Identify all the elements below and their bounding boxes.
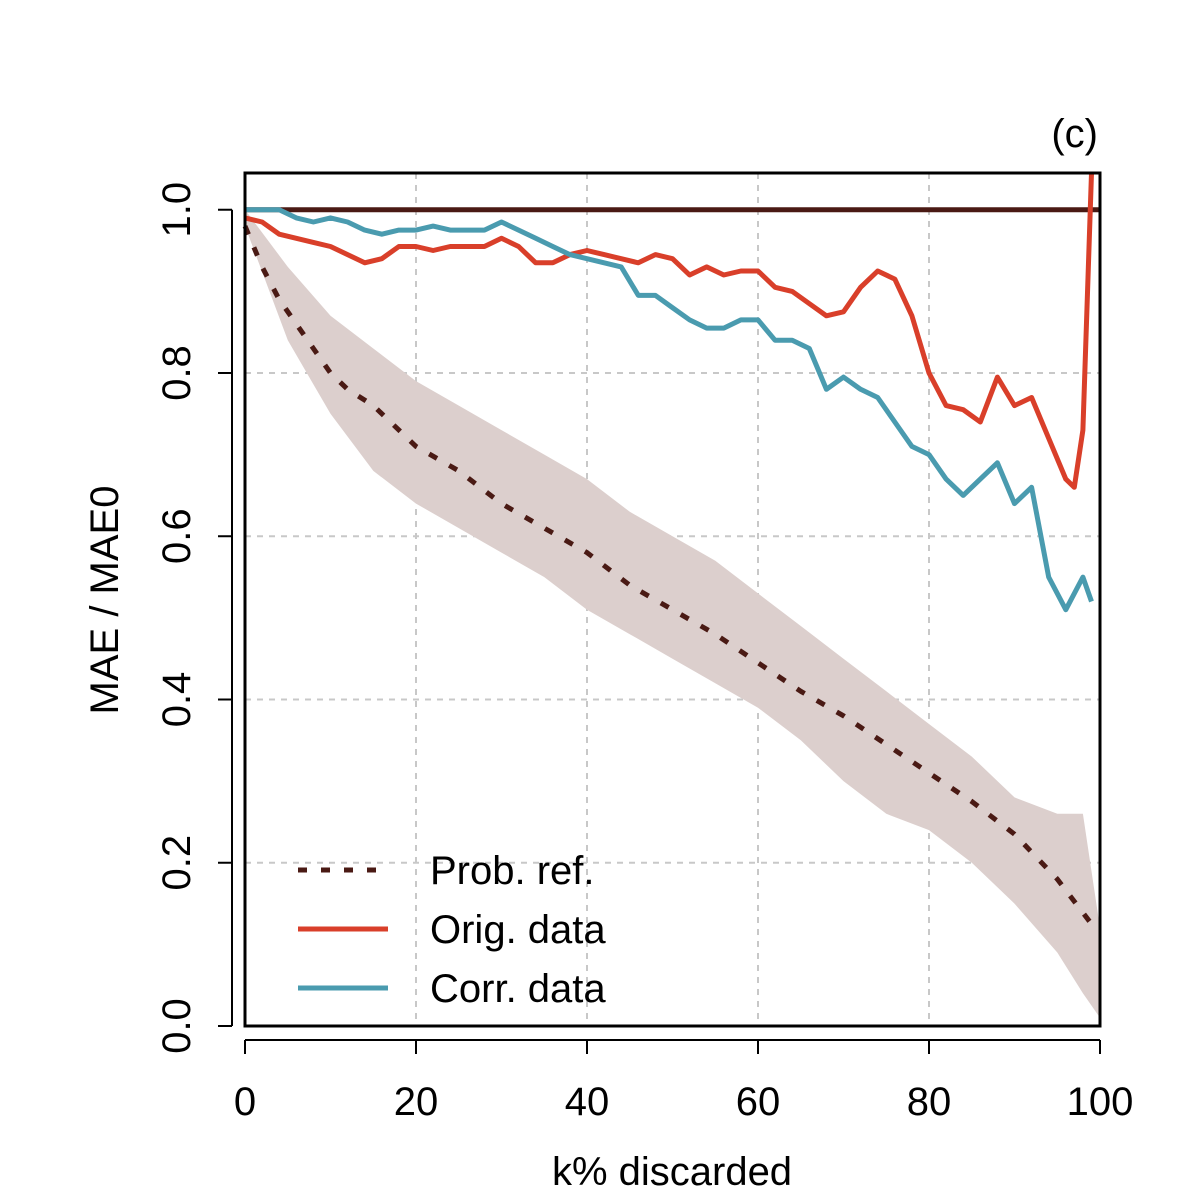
y-tick-label: 0.8	[155, 345, 199, 401]
legend-label: Orig. data	[430, 908, 606, 952]
x-tick-label: 20	[394, 1080, 439, 1124]
y-tick-label: 1.0	[155, 182, 199, 238]
series	[242, 172, 1094, 926]
y-tick-label: 0.2	[155, 835, 199, 891]
x-tick-label: 40	[565, 1080, 610, 1124]
y-tick-label: 0.0	[155, 998, 199, 1054]
grid	[245, 173, 1100, 1026]
series-prob-ref	[242, 225, 1094, 926]
legend-label: Prob. ref.	[430, 849, 595, 893]
series-corr-data	[245, 207, 1094, 613]
x-tick-label: 80	[907, 1080, 952, 1124]
x-axis: 0 20 40 60 80 100	[234, 1039, 1134, 1124]
x-tick-label: 100	[1067, 1080, 1134, 1124]
x-tick-label: 60	[736, 1080, 781, 1124]
legend-label: Corr. data	[430, 967, 606, 1011]
y-axis-title: MAE / MAE0	[83, 486, 127, 715]
panel-label: (c)	[1051, 112, 1098, 156]
x-axis-title: k% discarded	[552, 1150, 792, 1194]
y-axis: 0.0 0.2 0.4 0.6 0.8 1.0	[155, 182, 233, 1054]
band-area	[245, 209, 1100, 1018]
y-tick-label: 0.4	[155, 672, 199, 728]
x-tick-label: 0	[234, 1080, 256, 1124]
legend: Prob. ref. Orig. data Corr. data	[298, 849, 606, 1011]
y-tick-label: 0.6	[155, 508, 199, 564]
series-orig-data	[244, 172, 1094, 490]
plot-frame	[243, 171, 1102, 1028]
probability-band	[245, 209, 1100, 1018]
